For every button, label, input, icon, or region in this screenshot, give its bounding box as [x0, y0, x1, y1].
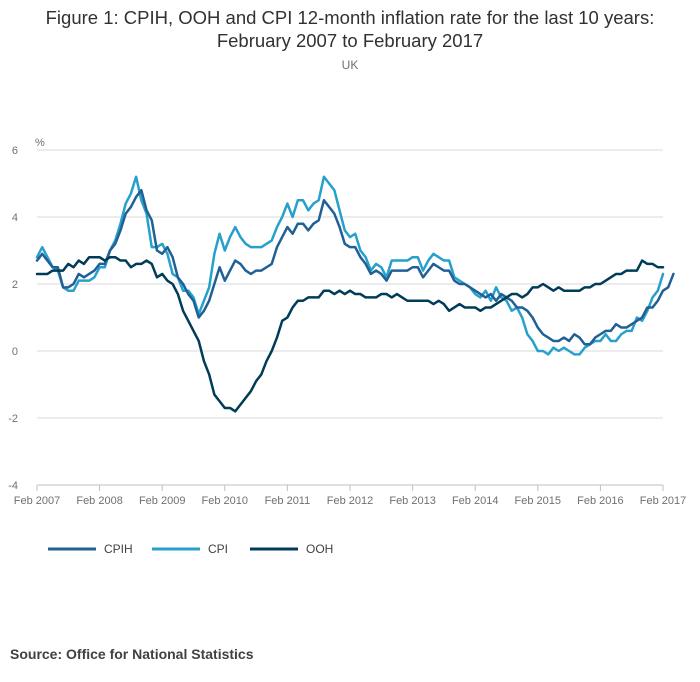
x-tick-label: Feb 2014	[452, 495, 498, 507]
y-tick-label: 0	[12, 346, 18, 358]
y-tick-label: 2	[12, 279, 18, 291]
series-line-cpih	[35, 188, 675, 346]
x-tick-label: Feb 2015	[515, 495, 561, 507]
gridlines	[37, 149, 663, 486]
source-note: Source: Office for National Statistics	[10, 646, 254, 662]
x-tick-label: Feb 2011	[265, 495, 311, 507]
x-tick-label: Feb 2016	[577, 495, 623, 507]
legend-label-ooh: OOH	[306, 542, 333, 556]
x-tick-label: Feb 2012	[327, 495, 373, 507]
x-tick-label: Feb 2010	[202, 495, 248, 507]
y-tick-label: 6	[12, 145, 18, 157]
x-tick-label: Feb 2008	[76, 495, 122, 507]
y-axis-unit-label: %	[35, 137, 45, 149]
y-tick-label: 4	[12, 212, 18, 224]
chart-title-line-2: February 2007 to February 2017	[216, 30, 484, 51]
legend-label-cpi: CPI	[208, 542, 228, 556]
series-lines	[35, 175, 675, 413]
x-tick-label: Feb 2013	[389, 495, 435, 507]
series-line-cpi	[35, 175, 665, 356]
y-axis-ticks: -4 -2 0 2 4 6%	[8, 137, 45, 492]
x-tick-label: Feb 2007	[14, 495, 60, 507]
chart-title: Figure 1: CPIH, OOH and CPI 12-month inf…	[0, 6, 700, 52]
x-axis: Feb 2007 Feb 2008 Feb 2009 Feb 2010 Feb 2011…	[14, 484, 686, 507]
legend-label-cpih: CPIH	[104, 542, 133, 556]
y-tick-label: -4	[8, 480, 18, 492]
chart-subtitle: UK	[341, 58, 359, 72]
y-tick-label: -2	[8, 413, 18, 425]
x-tick-label: Feb 2009	[139, 495, 185, 507]
legend: CPIH CPI OOH	[48, 542, 333, 556]
series-line-ooh	[35, 255, 665, 413]
chart-title-line-1: Figure 1: CPIH, OOH and CPI 12-month inf…	[45, 7, 655, 28]
x-tick-label: Feb 2017	[640, 495, 686, 507]
